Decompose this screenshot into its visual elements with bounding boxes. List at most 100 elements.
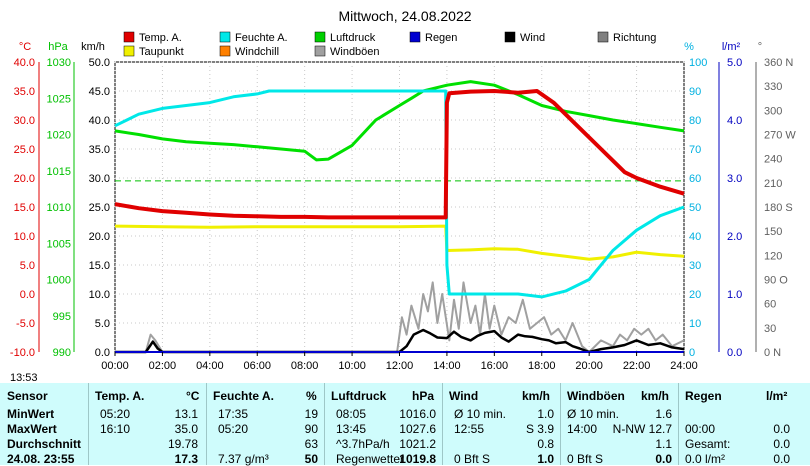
header-wind-unit: km/h [522, 389, 551, 403]
tick-label-humidity_pct: 20 [689, 289, 701, 301]
stat-cell-wind_t: 12:55 [454, 422, 485, 436]
x-tick-label: 16:00 [481, 360, 509, 372]
header-temp-unit: °C [186, 389, 200, 403]
axis-headers: °C hPa km/h% l/m² ° [19, 41, 762, 53]
series-line-luftdruck [114, 80, 685, 162]
divider [678, 383, 679, 465]
tick-label-temp_c: 0.0 [20, 289, 35, 301]
legend-label: Feuchte A. [235, 32, 288, 44]
tick-label-wind_kmh: 45.0 [89, 86, 110, 98]
stat-cell-wind_v: 0.8 [537, 437, 554, 451]
tick-label-wind_kmh: 50.0 [89, 57, 110, 69]
stat-cell-temp_v: 13.1 [174, 407, 198, 421]
stat-cell-regen_t: 00:00 [685, 422, 716, 436]
stat-cell-druck_v: 1019.8 [399, 452, 436, 466]
header-luftdruck-unit: hPa [412, 389, 435, 403]
stat-cell-boeen_v: 0.0 [655, 452, 672, 466]
stat-cell-druck_v: 1016.0 [399, 407, 436, 421]
tick-label-temp_c: 25.0 [14, 144, 35, 156]
legend-label: Wind [520, 32, 545, 44]
x-tick-label: 24:00 [670, 360, 698, 372]
x-tick-label: 06:00 [243, 360, 271, 372]
tick-label-humidity_pct: 80 [689, 115, 701, 127]
legend-swatch [219, 31, 231, 43]
header-boeen: Windböen [567, 389, 625, 403]
tick-label-humidity_pct: 70 [689, 144, 701, 156]
tick-label-pressure_hpa: 1005 [47, 238, 71, 250]
tick-label-rain_lm2: 0.0 [727, 347, 742, 359]
stat-cell-druck_v: 1021.2 [399, 437, 436, 451]
tick-label-wind_kmh: 5.0 [95, 318, 110, 330]
legend-swatch [597, 31, 609, 43]
tick-label-wind_kmh: 20.0 [89, 231, 110, 243]
stat-cell-regen_t: Gesamt: [685, 437, 731, 451]
header-regen: Regen [685, 389, 722, 403]
divider [442, 383, 443, 465]
series-line-windben [115, 281, 685, 353]
header-sensor: Sensor [7, 389, 48, 403]
x-tick-label: 02:00 [149, 360, 177, 372]
header-wind: Wind [449, 389, 479, 403]
tick-label-direction: 120 [764, 250, 782, 262]
tick-label-pressure_hpa: 990 [53, 347, 71, 359]
stat-cell-feuchte_v: 90 [304, 422, 318, 436]
stat-cell-temp_v: 17.3 [174, 452, 198, 466]
stat-cell-wind_t: Ø 10 min. [454, 407, 507, 421]
stat-cell-druck_t: Regenwetter [336, 452, 405, 466]
stat-cell-boeen_v: 1.6 [655, 407, 672, 421]
tick-label-direction: 270 W [764, 130, 796, 142]
tick-label-pressure_hpa: 1000 [47, 275, 71, 287]
stat-cell-feuchte_t: 7.37 g/m³ [218, 452, 269, 466]
tick-label-wind_kmh: 10.0 [89, 289, 110, 301]
tick-label-humidity_pct: 90 [689, 86, 701, 98]
tick-label-wind_kmh: 0.0 [95, 347, 110, 359]
tick-label-wind_kmh: 15.0 [89, 260, 110, 272]
legend-swatch [123, 45, 135, 57]
tick-label-temp_c: -5.0 [16, 318, 35, 330]
tick-label-pressure_hpa: 1030 [47, 57, 71, 69]
divider [88, 383, 89, 465]
chart-legend: Temp. A. Feuchte A. Luftdruck Regen Wind Rich… [123, 31, 656, 58]
legend-label: Taupunkt [139, 46, 184, 58]
tick-label-humidity_pct: 50 [689, 202, 701, 214]
tick-label-temp_c: 15.0 [14, 202, 35, 214]
axis-unit-direction: ° [758, 41, 762, 53]
legend-swatch [314, 45, 326, 57]
stat-cell-druck_t: 13:45 [336, 422, 367, 436]
tick-label-temp_c: 40.0 [14, 57, 35, 69]
legend-label: Windböen [330, 46, 380, 58]
header-temp: Temp. A. [95, 389, 145, 403]
legend-swatch [314, 31, 326, 43]
tick-label-pressure_hpa: 995 [53, 311, 71, 323]
tick-label-rain_lm2: 2.0 [727, 231, 742, 243]
tick-label-wind_kmh: 30.0 [89, 173, 110, 185]
stat-cell-label: Durchschnitt [7, 437, 82, 451]
header-feuchte-unit: % [306, 389, 317, 403]
tick-label-humidity_pct: 30 [689, 260, 701, 272]
tick-label-temp_c: 5.0 [20, 260, 35, 272]
legend-label: Luftdruck [330, 32, 376, 44]
tick-label-temp_c: 20.0 [14, 173, 35, 185]
statistics-table: Sensor Temp. A. °C Feuchte A. % Luftdruc… [0, 383, 810, 466]
tick-label-direction: 360 N [764, 57, 793, 69]
series-line-taupunkt [114, 224, 685, 261]
x-tick-label: 00:00 [101, 360, 129, 372]
stat-cell-wind_v: 1.0 [537, 452, 554, 466]
tick-label-direction: 0 N [764, 347, 781, 359]
stat-cell-feuchte_t: 17:35 [218, 407, 249, 421]
stat-cell-temp_v: 19.78 [167, 437, 198, 451]
tick-label-temp_c: 35.0 [14, 86, 35, 98]
x-tick-label: 22:00 [623, 360, 651, 372]
tick-label-rain_lm2: 3.0 [727, 173, 742, 185]
stat-cell-temp_t: 16:10 [100, 422, 131, 436]
legend-label: Windchill [235, 46, 279, 58]
x-tick-label: 08:00 [291, 360, 319, 372]
stat-cell-feuchte_v: 50 [304, 452, 318, 466]
tick-label-temp_c: 30.0 [14, 115, 35, 127]
stat-cell-feuchte_v: 19 [304, 407, 318, 421]
tick-label-pressure_hpa: 1025 [47, 93, 71, 105]
tick-label-humidity_pct: 10 [689, 318, 701, 330]
tick-label-direction: 30 [764, 323, 776, 335]
tick-label-temp_c: -10.0 [10, 347, 35, 359]
chart-title: Mittwoch, 24.08.2022 [338, 8, 471, 24]
